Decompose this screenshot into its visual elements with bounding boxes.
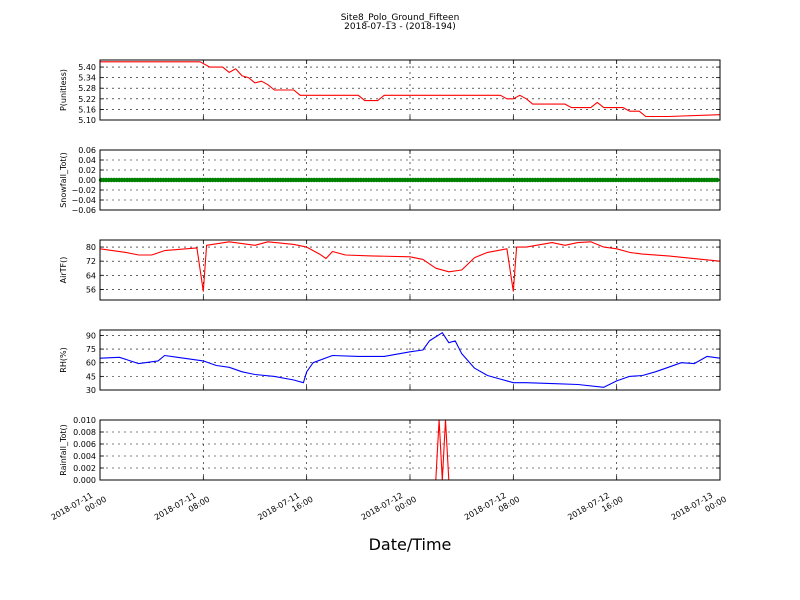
panel-4-y-tick-label: 60 — [86, 359, 96, 368]
panel-5-y-tick-label: 0.002 — [73, 464, 96, 473]
panel-3-y-tick-label: 72 — [86, 257, 96, 266]
panel-2-y-axis-label: Snowfall_Tot() — [59, 152, 68, 208]
panel-5-y-tick-label: 0.000 — [73, 476, 96, 485]
panel-4-y-axis-label: RH(%) — [59, 347, 68, 372]
panel-2-y-tick-label: 0.02 — [78, 166, 96, 175]
x-axis-label: Date/Time — [369, 535, 452, 554]
panel-2-frame — [99, 149, 721, 211]
x-tick-label: 2018-07-1200:00 — [360, 486, 418, 531]
panel-5: 0.010 0.008 0.006 0.004 0.002 0.000 Rainfall_T… — [59, 416, 721, 485]
panel-1-y-tick-label: 5.40 — [78, 63, 96, 72]
panel-4-y-tick-label: 30 — [86, 386, 96, 395]
panel-1-y-tick-label: 5.34 — [78, 74, 96, 83]
x-tick-label: 2018-07-1216:00 — [566, 486, 624, 531]
panel-2-y-tick-label: −0.06 — [71, 206, 96, 215]
panel-2: 0.060.040.020.00−0.02−0.04−0.06Snowfall_… — [59, 146, 721, 215]
x-tick-label: 2018-07-1100:00 — [50, 486, 108, 531]
panel-1: 5.40 5.345.28 5.225.16 5.10 P(unitless) — [59, 59, 721, 125]
chart-subtitle: 2018-07-13 - (2018-194) — [344, 22, 456, 32]
panel-3-y-axis-label: AirTF() — [59, 257, 68, 284]
panel-4-y-tick-label: 90 — [86, 331, 96, 340]
panel-1-y-axis-label: P(unitless) — [59, 69, 68, 111]
panel-4-y-tick-label: 75 — [86, 345, 96, 354]
panel-2-y-tick-label: −0.02 — [71, 186, 96, 195]
panel-5-y-tick-label: 0.006 — [73, 440, 96, 449]
panel-1-y-tick-label: 5.10 — [78, 116, 96, 125]
panel-3-y-tick-label: 64 — [86, 271, 96, 280]
panel-1-frame — [99, 59, 721, 121]
chart-title: Site8_Polo_Ground_Fifteen — [341, 13, 460, 23]
x-tick-label: 2018-07-1300:00 — [670, 486, 728, 531]
panel-5-frame — [99, 419, 721, 481]
panels-group: 5.405.345.285.225.165.10P(unitless)0.060… — [59, 59, 721, 485]
panel-3-y-tick-label: 56 — [86, 285, 96, 294]
panel-3-series-line — [99, 241, 721, 292]
panel-4-frame — [99, 329, 721, 391]
panel-2-y-tick-label: 0.06 — [78, 146, 96, 155]
panel-3-y-tick-label: 80 — [86, 243, 96, 252]
panel-4: 90 75 60 45 30 RH(%) — [59, 329, 721, 395]
panel-1-y-tick-label: 5.22 — [78, 95, 96, 104]
panel-1-y-tick-label: 5.28 — [78, 84, 96, 93]
panel-1-series-line — [100, 61, 721, 118]
panel-5-y-tick-label: 0.008 — [73, 428, 96, 437]
panel-4-y-tick-label: 45 — [86, 372, 96, 381]
panel-3-frame — [99, 239, 721, 301]
panel-2-y-tick-label: 0.04 — [78, 156, 96, 165]
panel-5-y-tick-label: 0.004 — [73, 452, 96, 461]
x-tick-labels: 2018-07-1100:00 2018-07-1108:00 2018-07-11… — [50, 486, 728, 531]
panel-1-y-tick-label: 5.16 — [78, 105, 96, 114]
panel-5-y-tick-label: 0.010 — [73, 416, 96, 425]
x-tick-label: 2018-07-1208:00 — [463, 486, 521, 531]
x-tick-label: 2018-07-1108:00 — [153, 486, 211, 531]
panel-2-y-tick-label: −0.04 — [71, 196, 96, 205]
x-tick-label: 2018-07-1116:00 — [256, 486, 314, 531]
panel-2-y-tick-label: 0.00 — [78, 176, 96, 185]
panel-3: 80 72 64 56 AirTF() — [59, 239, 721, 301]
panel-5-y-axis-label: Rainfall_Tot() — [59, 424, 68, 476]
panel-4-series-line — [99, 332, 721, 388]
panel-2-data-point — [715, 177, 720, 183]
